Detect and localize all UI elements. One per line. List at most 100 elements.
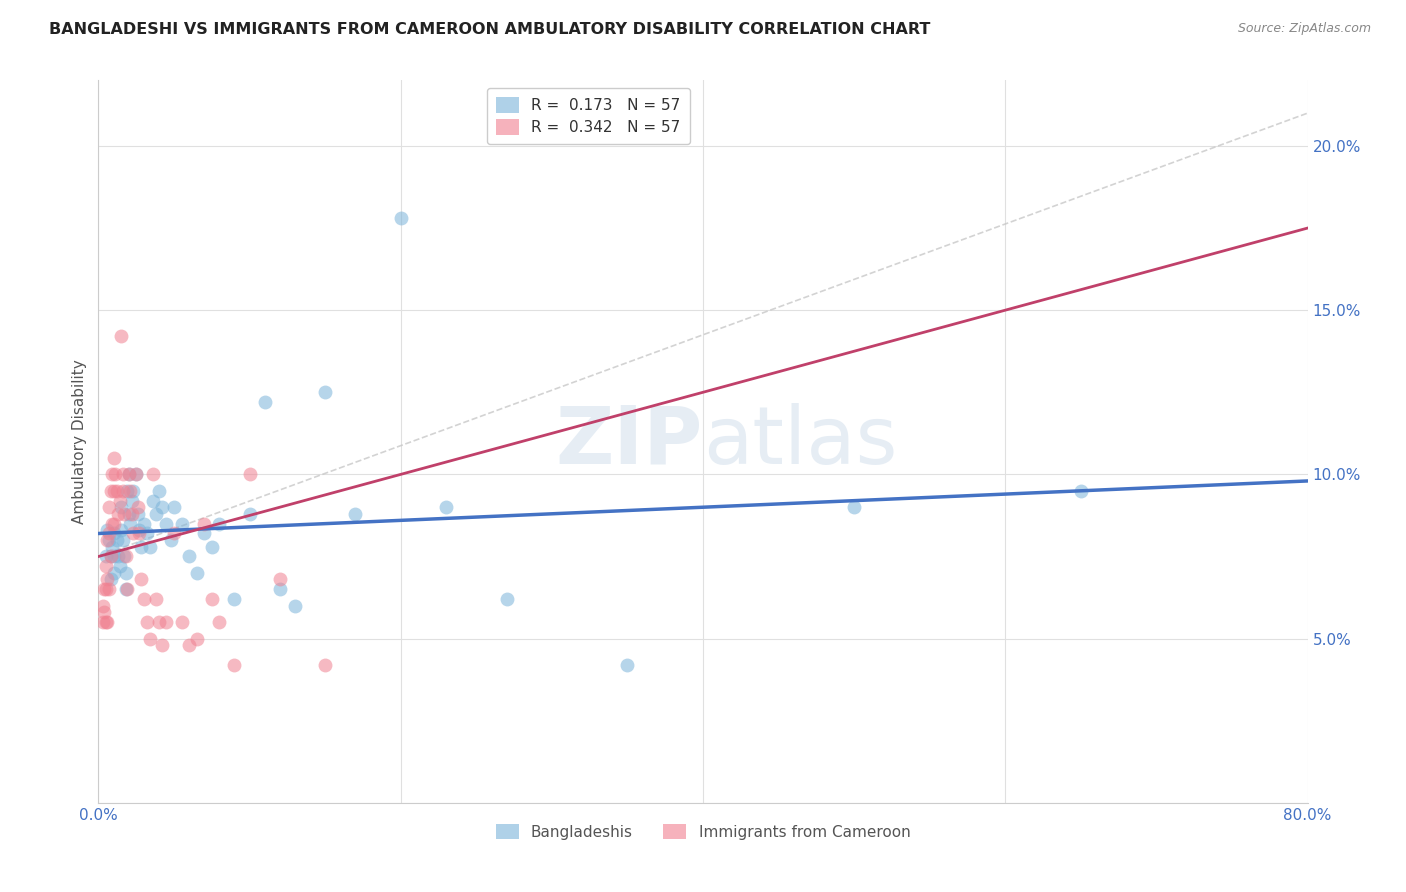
Point <box>122 526 145 541</box>
Point <box>96 523 118 537</box>
Point <box>163 526 186 541</box>
Point <box>128 526 150 541</box>
Point <box>239 507 262 521</box>
Point <box>616 657 638 672</box>
Point <box>98 526 121 541</box>
Point <box>122 483 145 498</box>
Point <box>112 549 135 564</box>
Point <box>114 566 136 580</box>
Point <box>110 500 132 515</box>
Point <box>100 549 122 564</box>
Point <box>1070 483 1092 498</box>
Point <box>96 573 118 587</box>
Point <box>114 549 136 564</box>
Point <box>103 526 125 541</box>
Point <box>314 657 336 672</box>
Point <box>93 582 115 597</box>
Point <box>105 533 128 547</box>
Point <box>208 516 231 531</box>
Point <box>344 507 367 521</box>
Point <box>103 549 125 564</box>
Point <box>108 493 131 508</box>
Point <box>100 573 122 587</box>
Point <box>844 500 866 515</box>
Point <box>108 559 131 574</box>
Y-axis label: Ambulatory Disability: Ambulatory Disability <box>72 359 87 524</box>
Point <box>120 483 142 498</box>
Point <box>91 615 114 630</box>
Point <box>142 493 165 508</box>
Point <box>104 467 127 482</box>
Point <box>121 507 143 521</box>
Legend: Bangladeshis, Immigrants from Cameroon: Bangladeshis, Immigrants from Cameroon <box>489 818 917 846</box>
Point <box>193 526 215 541</box>
Point <box>98 533 121 547</box>
Point <box>103 450 125 465</box>
Point <box>125 467 148 482</box>
Point <box>103 566 125 580</box>
Point <box>389 211 412 226</box>
Point <box>139 540 162 554</box>
Text: BANGLADESHI VS IMMIGRANTS FROM CAMEROON AMBULATORY DISABILITY CORRELATION CHART: BANGLADESHI VS IMMIGRANTS FROM CAMEROON … <box>49 22 931 37</box>
Point <box>125 467 148 482</box>
Point <box>135 526 157 541</box>
Point <box>101 516 124 531</box>
Point <box>224 592 246 607</box>
Point <box>129 573 152 587</box>
Point <box>120 516 142 531</box>
Text: atlas: atlas <box>703 402 897 481</box>
Point <box>96 615 118 630</box>
Point <box>128 523 150 537</box>
Point <box>100 483 122 498</box>
Point <box>115 483 138 498</box>
Point <box>186 566 208 580</box>
Point <box>163 500 186 515</box>
Point <box>239 467 262 482</box>
Point <box>139 632 162 646</box>
Point <box>111 467 134 482</box>
Point <box>112 507 135 521</box>
Point <box>179 549 201 564</box>
Point <box>118 467 141 482</box>
Point <box>132 592 155 607</box>
Point <box>434 500 457 515</box>
Point <box>208 615 231 630</box>
Point <box>96 533 118 547</box>
Point <box>269 582 291 597</box>
Point <box>142 467 165 482</box>
Point <box>110 329 132 343</box>
Point <box>179 638 201 652</box>
Point <box>111 533 134 547</box>
Point <box>129 540 152 554</box>
Point <box>103 516 125 531</box>
Point <box>193 516 215 531</box>
Point <box>224 657 246 672</box>
Point <box>314 385 336 400</box>
Point <box>94 549 117 564</box>
Point <box>94 582 117 597</box>
Point <box>269 573 291 587</box>
Point <box>118 467 141 482</box>
Point <box>100 549 122 564</box>
Point <box>155 615 177 630</box>
Point <box>145 507 167 521</box>
Point <box>111 483 134 498</box>
Point <box>148 483 170 498</box>
Point <box>107 549 129 564</box>
Point <box>93 605 115 619</box>
Text: Source: ZipAtlas.com: Source: ZipAtlas.com <box>1237 22 1371 36</box>
Point <box>160 533 183 547</box>
Point <box>150 500 173 515</box>
Point <box>132 516 155 531</box>
Point <box>94 615 117 630</box>
Point <box>127 500 149 515</box>
Point <box>98 500 121 515</box>
Point <box>284 599 307 613</box>
Point <box>170 516 193 531</box>
Point <box>114 582 136 597</box>
Point <box>91 599 114 613</box>
Point <box>110 523 132 537</box>
Point <box>103 483 125 498</box>
Point <box>135 615 157 630</box>
Point <box>98 582 121 597</box>
